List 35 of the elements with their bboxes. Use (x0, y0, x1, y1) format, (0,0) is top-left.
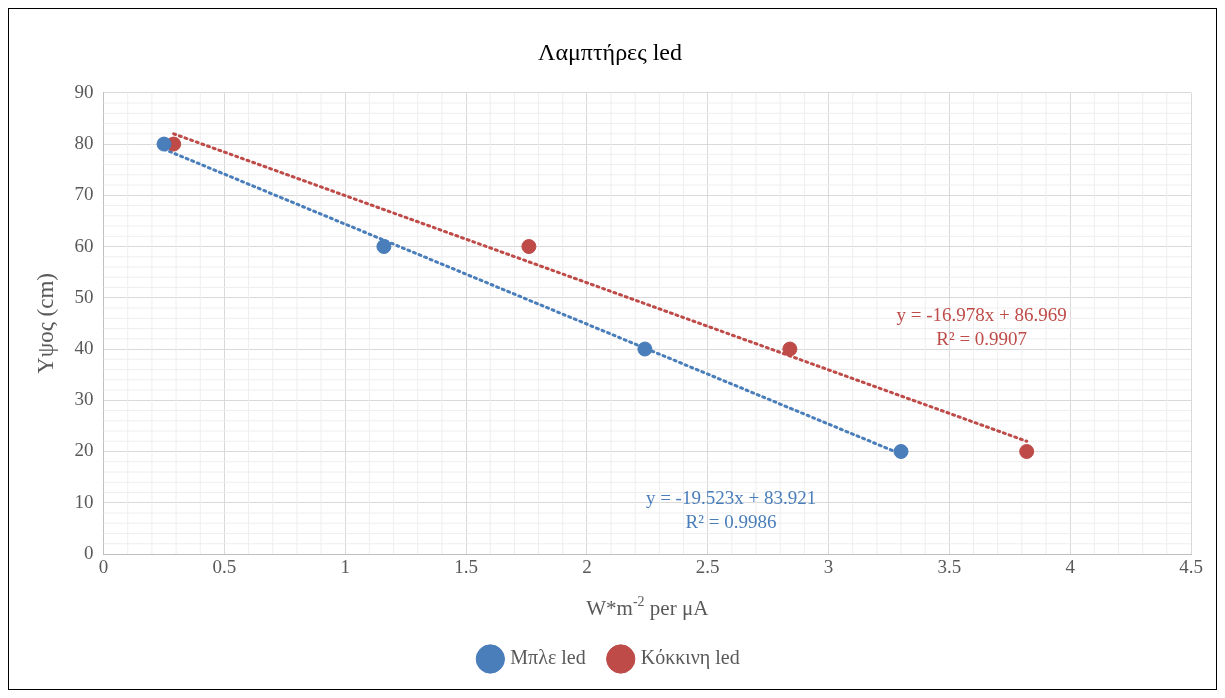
point (376, 239, 392, 255)
legend-label: Μπλε led (510, 646, 586, 669)
x-tick-label: 1.5 (454, 556, 478, 578)
y-tick-label: 10 (74, 490, 94, 512)
y-axis-title: Υψος (cm) (32, 273, 58, 374)
y-tick-label: 50 (74, 285, 94, 307)
point (521, 239, 537, 255)
annotation: y = -19.523x + 83.921 (645, 487, 817, 509)
x-tick-label: 4 (1065, 556, 1076, 578)
x-tick-label: 0.5 (212, 556, 237, 578)
x-tick-label: 1 (340, 556, 350, 578)
y-tick-label: 70 (74, 183, 94, 205)
point (782, 341, 798, 357)
x-tick-label: 2.5 (695, 556, 720, 578)
annotation: y = -16.978x + 86.969 (896, 304, 1067, 326)
x-tick-label: 0 (98, 556, 109, 578)
point (1019, 444, 1035, 460)
y-tick-label: 60 (74, 234, 94, 256)
annotation: R² = 0.9907 (936, 328, 1028, 350)
y-tick-label: 30 (74, 388, 94, 410)
chart-title: Λαμπτήρες led (537, 38, 683, 65)
point (156, 136, 172, 152)
annotation: R² = 0.9986 (685, 511, 777, 533)
point (637, 341, 653, 357)
y-tick-label: 90 (74, 80, 94, 102)
x-tick-label: 4.5 (1179, 556, 1203, 578)
x-tick-label: 3 (823, 556, 834, 578)
x-tick-label: 2 (582, 556, 592, 578)
point (893, 444, 909, 460)
x-tick-label: 3.5 (937, 556, 962, 578)
legend-label: Κόκκινη led (640, 646, 740, 670)
y-tick-label: 40 (74, 337, 94, 359)
y-tick-label: 80 (74, 132, 94, 154)
y-tick-label: 0 (84, 541, 94, 563)
y-tick-label: 20 (74, 439, 94, 461)
